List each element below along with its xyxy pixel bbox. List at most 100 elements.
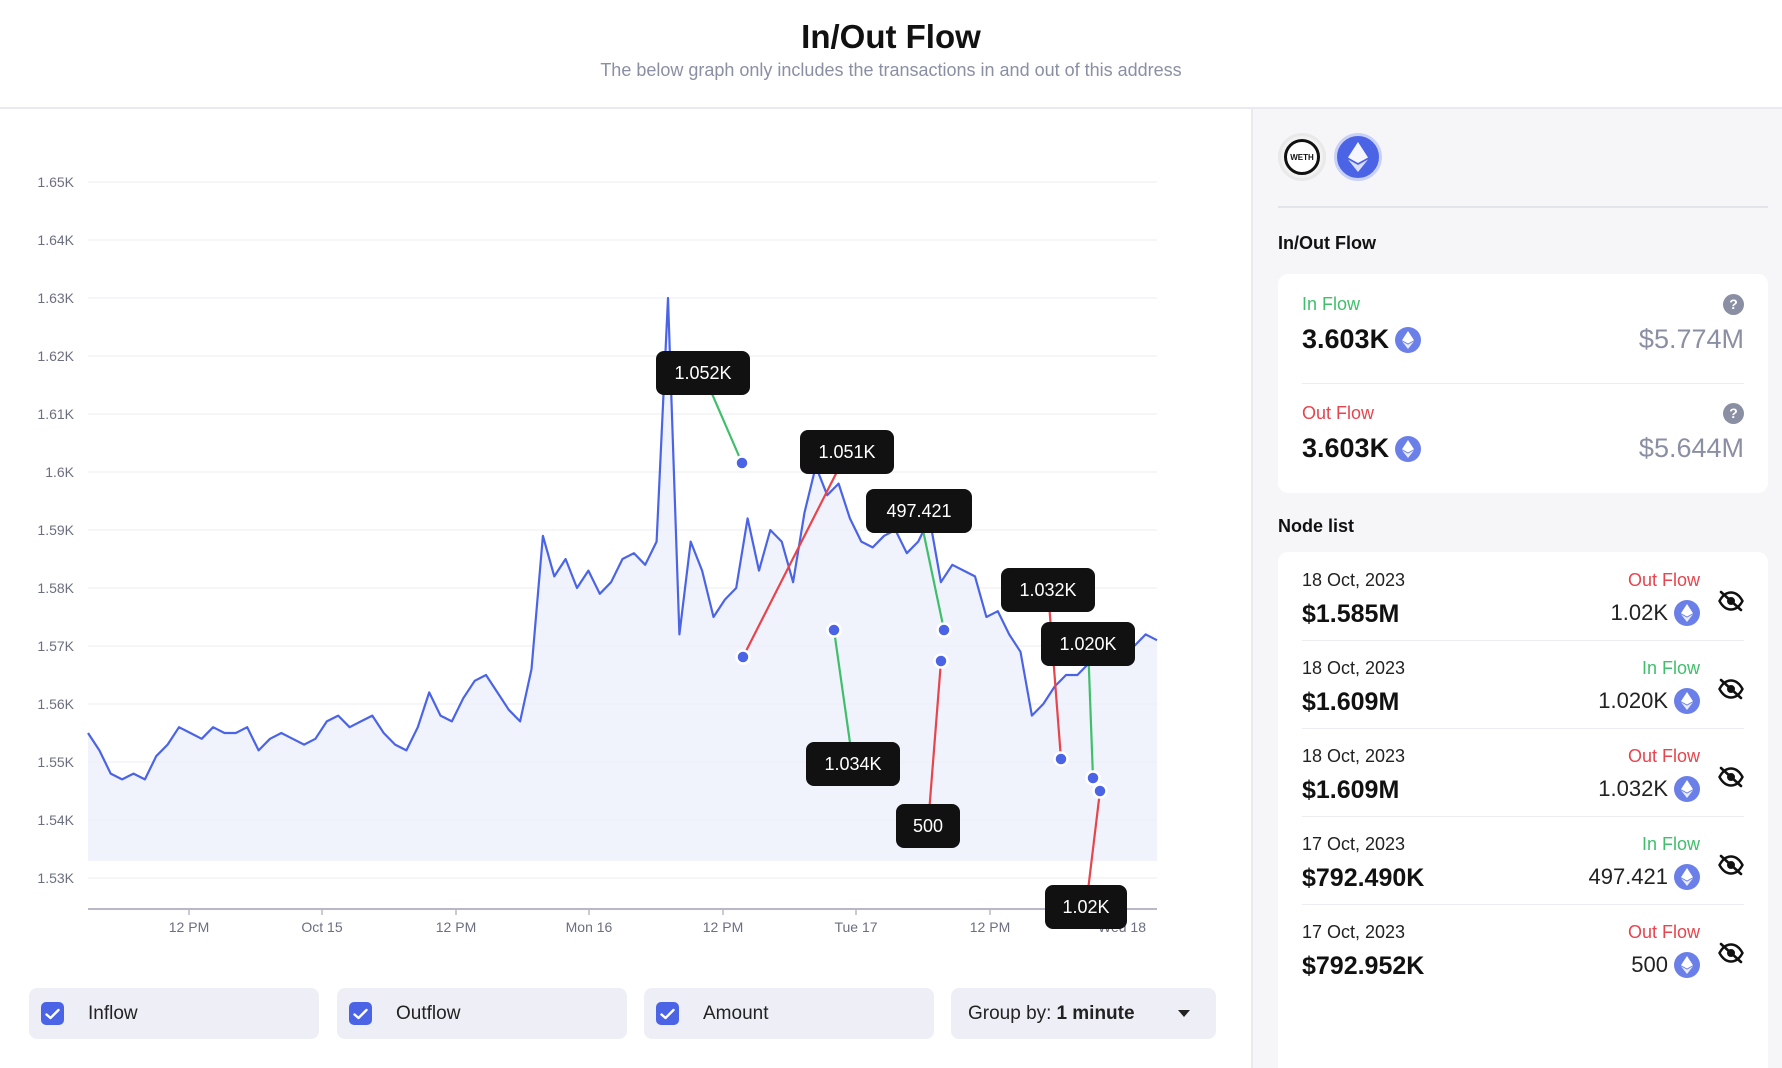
out-flow-usd: $5.644M (1638, 433, 1744, 463)
node-separator (1302, 640, 1744, 641)
annotation-point (1085, 770, 1101, 786)
node-usd-value: $1.609M (1302, 688, 1400, 716)
node-flow-type: In Flow (1641, 834, 1700, 854)
in-flow-amount-value: 3.603K (1302, 324, 1390, 354)
series-line (87, 296, 1158, 781)
node-amount-value: 497.421 (1588, 864, 1668, 889)
node-flow-type: In Flow (1641, 658, 1700, 678)
annotation-label: 1.052K (674, 363, 731, 383)
inflow-checkbox[interactable]: Inflow (29, 988, 319, 1039)
annotation-point (933, 653, 949, 669)
node-separator (1302, 728, 1744, 729)
node-amount-value: 1.02K (1610, 600, 1669, 625)
y-tick-label: 1.61K (37, 406, 74, 422)
panel-divider (1251, 109, 1253, 1068)
help-icon[interactable]: ? (1723, 294, 1744, 315)
annotation-label-box (866, 489, 972, 533)
out-flow-row: Out Flow ? 3.603K $5.644M (1302, 383, 1744, 493)
annotation-connector (1086, 643, 1095, 779)
node-date: 18 Oct, 2023 (1302, 570, 1406, 590)
checkbox-checked-icon[interactable] (349, 1002, 372, 1025)
annotation-label-box (656, 351, 750, 395)
x-tick-label: 12 PM (703, 919, 743, 935)
flow-section-title: In/Out Flow (1278, 233, 1376, 253)
series-area (88, 298, 1157, 861)
annotation-label-box (896, 804, 960, 848)
y-tick-label: 1.59K (37, 522, 74, 538)
node-date: 18 Oct, 2023 (1302, 746, 1406, 766)
weth-token-button[interactable]: WETH (1278, 133, 1326, 181)
annotation-label-box (800, 430, 894, 474)
group-by-value: 1 minute (1056, 1002, 1135, 1024)
help-icon[interactable]: ? (1723, 403, 1744, 424)
y-tick-label: 1.57K (37, 638, 74, 654)
checkbox-checked-icon[interactable] (41, 1002, 64, 1025)
card-separator (1302, 383, 1744, 384)
node-amount-value: 1.032K (1598, 776, 1668, 801)
annotation-label-box (1001, 568, 1095, 612)
y-tick-label: 1.63K (37, 290, 74, 306)
annotation-point (826, 622, 842, 638)
eth-icon (1395, 326, 1422, 353)
y-tick-label: 1.54K (37, 812, 74, 828)
eth-icon (1674, 600, 1700, 626)
node-list-title: Node list (1278, 516, 1355, 536)
flow-line-chart[interactable]: 1.65K 1.64K 1.63K 1.62K 1.61K 1.6K 1.59K 1.58K 1… (0, 109, 1252, 949)
y-tick-label: 1.56K (37, 696, 74, 712)
node-flow-type: Out Flow (1627, 922, 1700, 942)
in-flow-label: In Flow (1302, 294, 1361, 314)
amount-checkbox[interactable]: Amount (644, 988, 934, 1039)
x-tick-label: Tue 17 (834, 919, 877, 935)
eth-icon (1674, 952, 1700, 978)
node-flow-type: Out Flow (1627, 570, 1700, 590)
node-list-item[interactable]: 17 Oct, 2023 $792.952K Out Flow 500 (1302, 904, 1744, 1004)
out-flow-label: Out Flow (1302, 403, 1375, 423)
y-tick-label: 1.6K (45, 464, 74, 480)
annotation-point (936, 622, 952, 638)
outflow-checkbox[interactable]: Outflow (337, 988, 627, 1039)
group-by-label: Group by: (968, 1002, 1052, 1024)
node-date: 17 Oct, 2023 (1302, 834, 1406, 854)
node-usd-value: $792.490K (1302, 864, 1425, 892)
checkbox-checked-icon[interactable] (656, 1002, 679, 1025)
node-flow-type: Out Flow (1627, 746, 1700, 766)
in-flow-row: In Flow ? 3.603K $5.774M (1302, 274, 1744, 384)
page-subtitle: The below graph only includes the transa… (600, 60, 1182, 80)
node-list-item[interactable]: 18 Oct, 2023 $1.585M Out Flow 1.02K (1302, 552, 1744, 652)
node-list-item[interactable]: 18 Oct, 2023 $1.609M In Flow 1.020K (1302, 640, 1744, 740)
node-amount-value: 500 (1631, 952, 1668, 977)
annotation-label-box (806, 742, 900, 786)
eye-off-icon[interactable] (1718, 942, 1744, 964)
node-usd-value: $1.609M (1302, 776, 1400, 804)
eye-off-icon[interactable] (1718, 590, 1744, 612)
x-tick-label: 12 PM (169, 919, 209, 935)
eye-off-icon[interactable] (1718, 854, 1744, 876)
sidebar-divider (1278, 206, 1768, 208)
node-list-item[interactable]: 18 Oct, 2023 $1.609M Out Flow 1.032K (1302, 728, 1744, 828)
y-tick-label: 1.53K (37, 870, 74, 886)
node-date: 17 Oct, 2023 (1302, 922, 1406, 942)
inflow-checkbox-label: Inflow (88, 1002, 138, 1024)
annotation-point (735, 649, 751, 665)
annotation-label-box (1045, 885, 1127, 929)
y-tick-label: 1.62K (37, 348, 74, 364)
eth-icon (1348, 142, 1368, 172)
annotation-connector (742, 451, 848, 658)
node-list-item[interactable]: 17 Oct, 2023 $792.490K In Flow 497.421 (1302, 816, 1744, 916)
eye-off-icon[interactable] (1718, 678, 1744, 700)
chevron-down-icon (1178, 1010, 1190, 1017)
annotation-label: 1.034K (824, 754, 881, 774)
eye-off-icon[interactable] (1718, 766, 1744, 788)
node-usd-value: $1.585M (1302, 600, 1400, 628)
eth-icon (1395, 435, 1422, 462)
y-tick-label: 1.64K (37, 232, 74, 248)
x-tick-label: Oct 15 (301, 919, 342, 935)
node-separator (1302, 816, 1744, 817)
node-amount: 500 (1631, 952, 1700, 978)
node-separator (1302, 904, 1744, 905)
group-by-dropdown[interactable]: Group by: 1 minute (951, 988, 1216, 1039)
outflow-checkbox-label: Outflow (396, 1002, 461, 1024)
eth-token-button[interactable] (1334, 133, 1382, 181)
in-flow-usd: $5.774M (1638, 324, 1744, 354)
annotation-label: 497.421 (886, 501, 951, 521)
